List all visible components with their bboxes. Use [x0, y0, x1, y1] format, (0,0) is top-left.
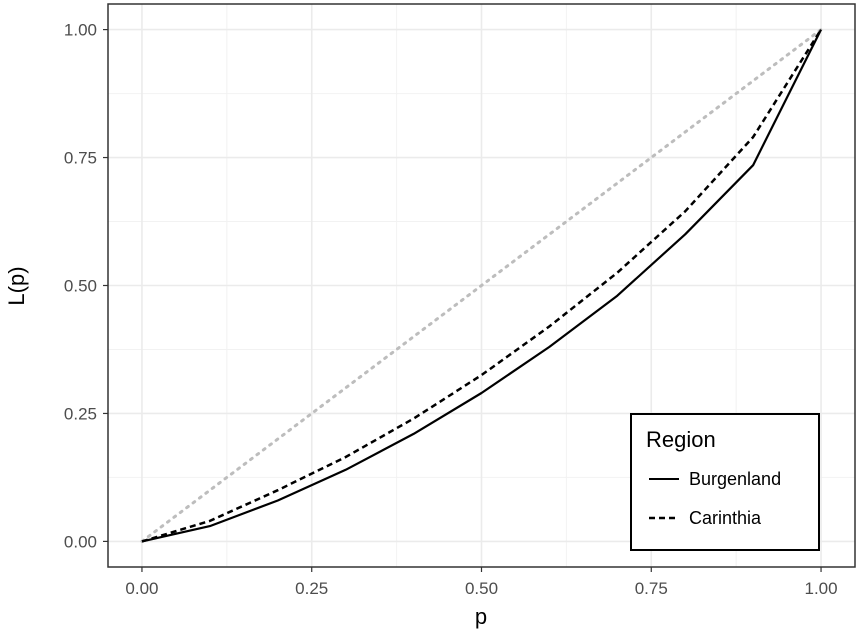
legend: Region Burgenland Carinthia — [630, 413, 820, 551]
y-tick-label: 0.50 — [64, 277, 97, 296]
x-tick-label: 0.50 — [465, 579, 498, 598]
x-tick-label: 0.00 — [125, 579, 158, 598]
y-tick-label: 1.00 — [64, 21, 97, 40]
x-axis-title: p — [475, 604, 487, 629]
x-tick-label: 1.00 — [804, 579, 837, 598]
series-lines — [140, 28, 823, 543]
equality-line — [140, 28, 823, 543]
axis-ticks: 0.00 0.25 0.50 0.75 1.00 0.00 0.25 0.50 0.75 1.00 — [64, 21, 838, 598]
legend-box — [630, 413, 820, 551]
y-tick-label: 0.25 — [64, 404, 97, 423]
legend-label-carinthia: Carinthia — [689, 508, 762, 528]
y-axis-title: L(p) — [4, 266, 29, 305]
x-tick-label: 0.75 — [635, 579, 668, 598]
y-tick-label: 0.75 — [64, 149, 97, 168]
y-tick-label: 0.00 — [64, 532, 97, 551]
legend-title: Region — [646, 427, 716, 452]
x-tick-label: 0.25 — [295, 579, 328, 598]
legend-label-burgenland: Burgenland — [689, 469, 781, 489]
series-line-carinthia — [141, 28, 823, 543]
series-line-burgenland — [141, 29, 822, 543]
